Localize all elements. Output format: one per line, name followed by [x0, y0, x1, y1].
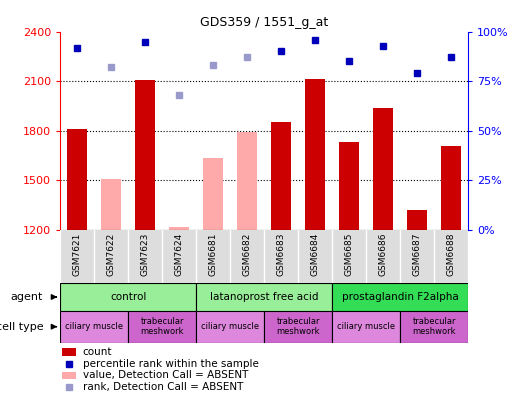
Title: GDS359 / 1551_g_at: GDS359 / 1551_g_at — [200, 16, 328, 29]
Bar — [237, 132, 257, 230]
Bar — [305, 79, 325, 230]
Text: GSM6684: GSM6684 — [311, 232, 320, 276]
Text: GSM6687: GSM6687 — [413, 232, 422, 276]
Text: GSM6683: GSM6683 — [277, 232, 286, 276]
Text: GSM6681: GSM6681 — [209, 232, 218, 276]
Text: GSM7623: GSM7623 — [141, 232, 150, 276]
Text: control: control — [110, 292, 146, 302]
Text: trabecular
meshwork: trabecular meshwork — [276, 317, 320, 336]
Text: GSM6682: GSM6682 — [243, 232, 252, 276]
Bar — [264, 311, 332, 343]
Bar — [332, 283, 468, 311]
Text: trabecular
meshwork: trabecular meshwork — [140, 317, 184, 336]
Bar — [60, 311, 128, 343]
Bar — [400, 311, 468, 343]
Bar — [62, 348, 76, 356]
Text: GSM7621: GSM7621 — [73, 232, 82, 276]
Text: ciliary muscle: ciliary muscle — [337, 322, 395, 331]
Bar — [60, 283, 196, 311]
Text: value, Detection Call = ABSENT: value, Detection Call = ABSENT — [83, 370, 248, 381]
Bar — [441, 145, 461, 230]
Bar — [128, 311, 196, 343]
Bar — [67, 129, 87, 230]
Text: rank, Detection Call = ABSENT: rank, Detection Call = ABSENT — [83, 382, 243, 392]
Text: GSM6686: GSM6686 — [379, 232, 388, 276]
Bar — [196, 311, 264, 343]
Bar — [271, 122, 291, 230]
Bar — [101, 179, 121, 230]
Bar — [407, 210, 427, 230]
Bar — [203, 158, 223, 230]
Text: count: count — [83, 347, 112, 357]
Bar — [62, 371, 76, 379]
Text: prostaglandin F2alpha: prostaglandin F2alpha — [342, 292, 459, 302]
Bar — [135, 80, 155, 230]
Text: percentile rank within the sample: percentile rank within the sample — [83, 359, 258, 369]
Text: GSM7624: GSM7624 — [175, 232, 184, 276]
Text: GSM6688: GSM6688 — [447, 232, 456, 276]
Text: ciliary muscle: ciliary muscle — [65, 322, 123, 331]
Bar — [196, 283, 332, 311]
Bar — [332, 311, 400, 343]
Bar — [373, 108, 393, 230]
Text: GSM6685: GSM6685 — [345, 232, 354, 276]
Text: cell type: cell type — [0, 322, 43, 332]
Text: GSM7622: GSM7622 — [107, 232, 116, 276]
Text: agent: agent — [11, 292, 43, 302]
Text: ciliary muscle: ciliary muscle — [201, 322, 259, 331]
Text: latanoprost free acid: latanoprost free acid — [210, 292, 319, 302]
Bar — [169, 227, 189, 230]
Text: trabecular
meshwork: trabecular meshwork — [412, 317, 456, 336]
Bar — [339, 142, 359, 230]
